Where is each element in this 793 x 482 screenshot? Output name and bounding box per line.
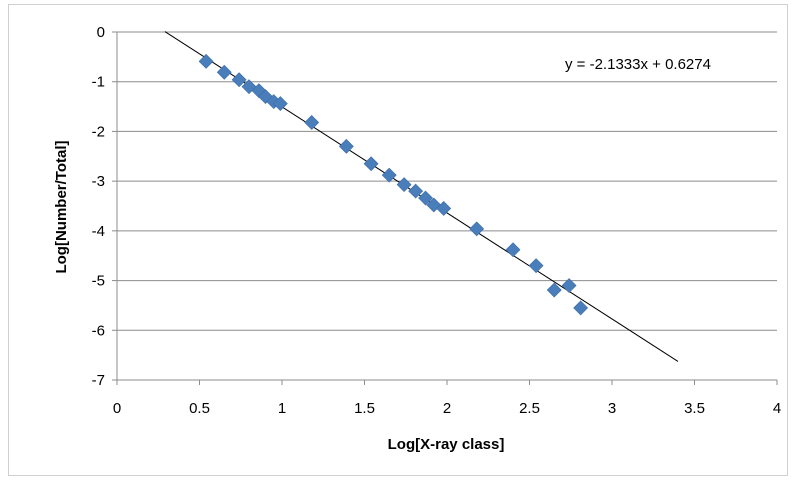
data-points — [198, 53, 589, 316]
data-point — [436, 201, 452, 216]
data-point — [363, 156, 379, 172]
trendline-equation: y = -2.1333x + 0.6274 — [565, 56, 711, 73]
data-point — [418, 190, 433, 206]
data-point — [198, 53, 214, 69]
data-point — [505, 242, 521, 258]
x-axis-tick-labels: 0 0.5 1 1.5 2 2.5 3 3.5 4 — [113, 400, 781, 417]
y-tick-label: -3 — [92, 173, 105, 190]
y-tick-label: -2 — [92, 123, 105, 140]
data-point — [231, 72, 247, 88]
x-tick-label: 2.5 — [519, 400, 540, 417]
data-point — [546, 282, 562, 298]
data-point — [528, 258, 544, 274]
chart-frame — [8, 4, 788, 476]
data-point — [272, 96, 288, 112]
y-axis-title: Log[Number/Total] — [53, 140, 70, 273]
x-axis-title: Log[X-ray class] — [388, 436, 505, 453]
x-tick-label: 2 — [443, 400, 451, 417]
data-point — [469, 221, 485, 237]
x-tick-label: 1 — [278, 400, 286, 417]
y-tick-label: -1 — [92, 74, 105, 91]
y-tick-label: 0 — [97, 24, 105, 41]
data-point — [396, 177, 412, 193]
data-point — [408, 183, 424, 199]
data-point — [216, 64, 232, 80]
x-tick-label: 3 — [608, 400, 616, 417]
data-point — [561, 278, 577, 293]
x-tick-label: 0.5 — [189, 400, 210, 417]
y-tick-label: -4 — [92, 223, 105, 240]
data-point — [573, 300, 589, 316]
x-tick-label: 4 — [773, 400, 781, 417]
data-point — [338, 138, 354, 154]
data-point — [381, 167, 397, 183]
y-tick-label: -5 — [92, 273, 105, 290]
horizontal-gridlines — [117, 31, 777, 331]
y-tick-label: -6 — [92, 322, 105, 339]
y-tick-label: -7 — [92, 372, 105, 389]
x-tick-label: 1.5 — [354, 400, 375, 417]
axes — [112, 31, 778, 385]
data-point — [304, 115, 320, 130]
x-tick-label: 3.5 — [684, 400, 705, 417]
x-tick-label: 0 — [113, 400, 121, 417]
y-axis-tick-labels: 0 -1 -2 -3 -4 -5 -6 -7 — [92, 24, 105, 389]
